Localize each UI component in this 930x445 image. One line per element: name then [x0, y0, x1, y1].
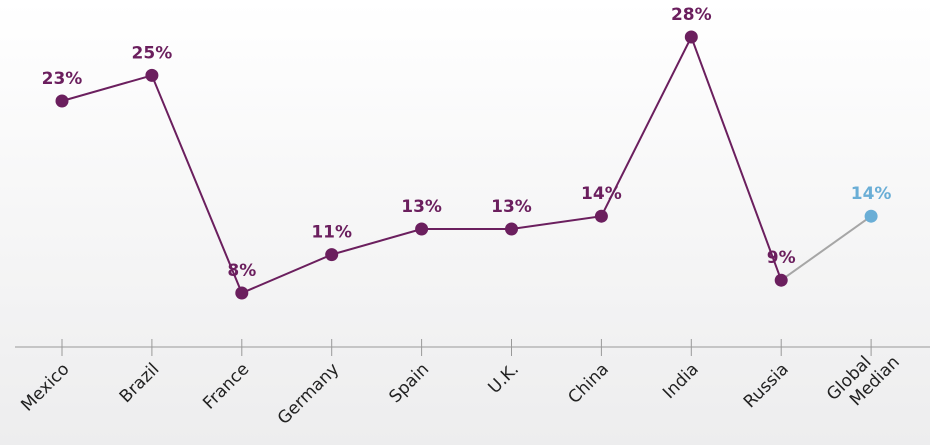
point	[235, 286, 249, 300]
value-label: 28%	[671, 5, 712, 25]
point	[505, 222, 518, 236]
value-label: 14%	[581, 184, 622, 204]
value-label: 8%	[227, 261, 256, 281]
connector-line	[780, 215, 872, 282]
point	[774, 273, 788, 287]
value-label: 9%	[767, 248, 796, 268]
point	[325, 248, 339, 262]
value-label: 25%	[132, 43, 173, 63]
point	[864, 209, 878, 223]
point	[684, 30, 698, 44]
value-label: 14%	[851, 184, 892, 204]
point	[594, 209, 608, 223]
point	[145, 68, 159, 82]
point	[415, 222, 429, 236]
value-label: 13%	[491, 197, 532, 217]
value-label: 11%	[311, 223, 352, 243]
value-label: 23%	[42, 69, 83, 89]
point	[55, 94, 69, 108]
value-label: 13%	[401, 197, 442, 217]
